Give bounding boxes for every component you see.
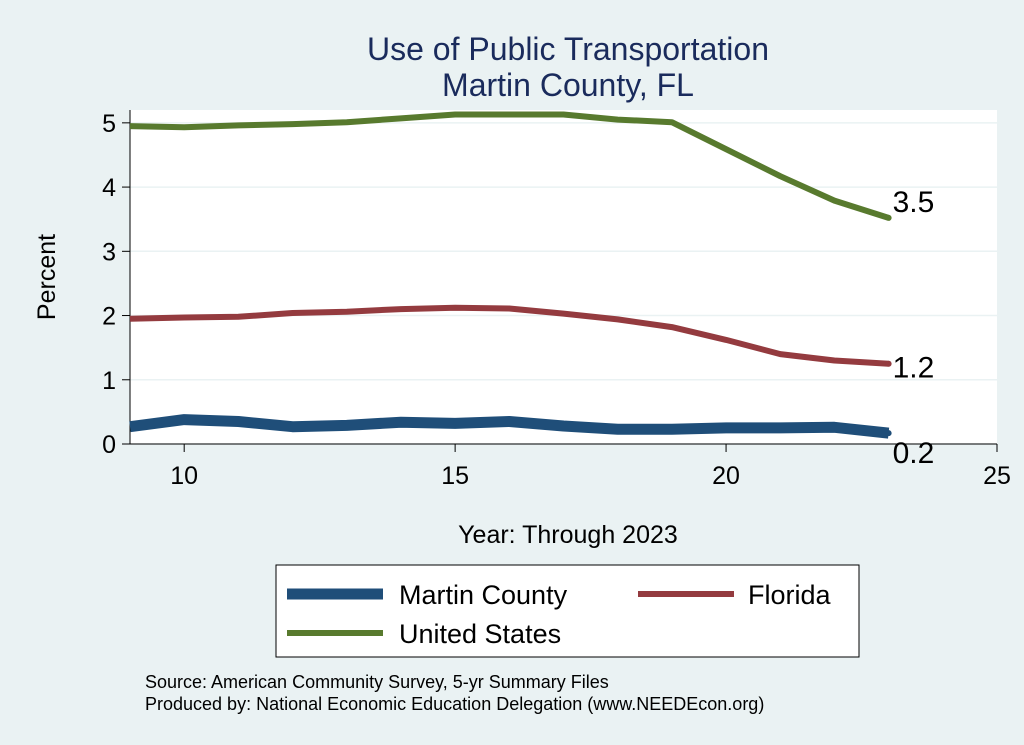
legend: Martin County Florida United States (275, 564, 860, 658)
series-line-united-states (129, 111, 890, 221)
chart-title-line-2: Martin County, FL (442, 67, 694, 103)
y-axis-title: Percent (33, 234, 61, 320)
source-note: Source: American Community Survey, 5-yr … (145, 672, 609, 692)
x-tick-label-10: 10 (170, 462, 198, 490)
series-line-martin-county (129, 414, 890, 439)
y-tick-label-5: 5 (102, 110, 116, 138)
end-label-florida: 1.2 (893, 352, 935, 385)
x-tick-label-20: 20 (712, 462, 740, 490)
y-tick-label-3: 3 (102, 238, 116, 266)
producer-note: Produced by: National Economic Education… (145, 694, 764, 714)
legend-label-martin-county: Martin County (399, 580, 568, 610)
series-endpoint-florida (885, 360, 892, 367)
series-line-florida (129, 304, 889, 367)
x-tick-label-15: 15 (441, 462, 469, 490)
y-tick-label-2: 2 (102, 303, 116, 331)
y-tick-label-0: 0 (102, 431, 116, 459)
x-tick-label-25: 25 (983, 462, 1011, 490)
end-label-martin-county: 0.2 (893, 437, 935, 470)
series-endpoint-martin-county (885, 430, 892, 437)
axes: 0 1 2 3 4 5 10 15 20 25 (102, 110, 1011, 490)
legend-box (275, 564, 860, 658)
legend-label-united-states: United States (399, 619, 561, 649)
chart-title-line-1: Use of Public Transportation (367, 31, 769, 67)
end-label-united-states: 3.5 (893, 186, 935, 219)
y-tick-label-4: 4 (102, 174, 116, 202)
series-endpoint-united-states (885, 214, 892, 221)
y-tick-label-1: 1 (102, 367, 116, 395)
plot-area (130, 110, 997, 444)
legend-label-florida: Florida (748, 580, 832, 610)
x-axis-title: Year: Through 2023 (458, 521, 678, 549)
series-lines (129, 111, 892, 439)
end-labels: 0.2 1.2 3.5 (893, 186, 935, 470)
